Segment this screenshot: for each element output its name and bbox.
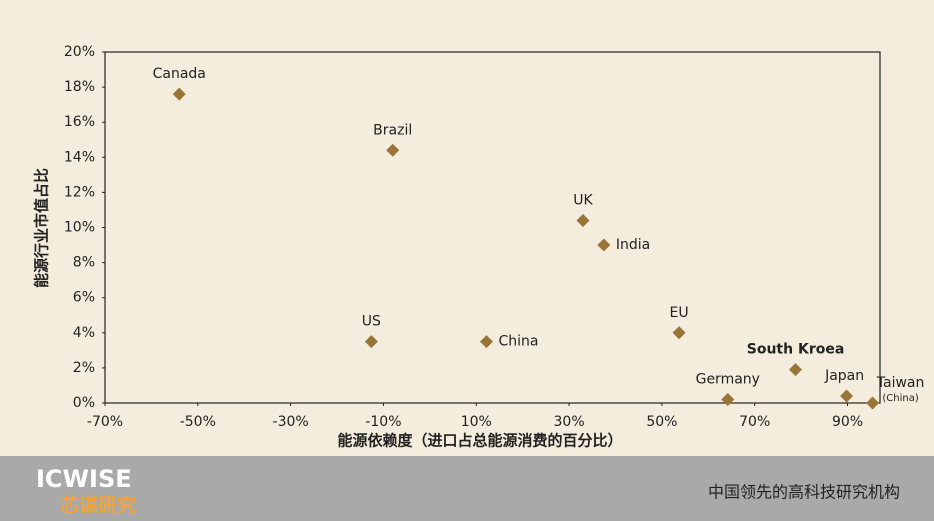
point-label: India <box>616 237 650 253</box>
point-label: China <box>498 334 538 350</box>
footer-band <box>0 456 934 521</box>
x-tick-label: -10% <box>365 414 401 430</box>
data-point <box>386 143 400 157</box>
point-label: EU <box>670 305 689 321</box>
y-tick-label: 8% <box>73 255 95 271</box>
point-label: Canada <box>153 66 206 82</box>
y-tick-label: 20% <box>64 44 95 60</box>
point-label: UK <box>573 192 593 208</box>
y-tick-label: 18% <box>64 79 95 95</box>
x-tick-label: 30% <box>554 414 585 430</box>
x-tick-label: -50% <box>180 414 216 430</box>
y-tick-label: 14% <box>64 149 95 165</box>
slogan: 中国领先的高科技研究机构 <box>708 483 900 502</box>
data-point <box>172 87 186 101</box>
y-tick-label: 16% <box>64 114 95 130</box>
y-tick-label: 4% <box>73 325 95 341</box>
data-point <box>866 396 880 410</box>
y-axis-label: 能源行业市值占比 <box>33 168 51 288</box>
point-label: South Kroea <box>747 342 845 358</box>
y-tick-label: 10% <box>64 220 95 236</box>
data-point <box>672 326 686 340</box>
data-point <box>721 392 735 406</box>
point-label: US <box>362 314 381 330</box>
data-point <box>840 389 854 403</box>
point-label: Germany <box>696 371 760 387</box>
data-point <box>597 238 611 252</box>
data-point <box>479 335 493 349</box>
x-axis-label: 能源依赖度（进口占总能源消费的百分比） <box>337 432 622 450</box>
x-tick-label: 50% <box>646 414 677 430</box>
data-point <box>789 363 803 377</box>
data-point <box>576 213 590 227</box>
point-label: Taiwan <box>876 375 925 391</box>
y-tick-label: 12% <box>64 184 95 200</box>
data-point <box>364 335 378 349</box>
x-tick-label: 90% <box>832 414 863 430</box>
point-label: Japan <box>824 368 864 384</box>
point-sublabel: (China) <box>882 393 918 404</box>
point-label: Brazil <box>373 122 412 138</box>
x-tick-label: 10% <box>461 414 492 430</box>
logo-subtext: 芯谋研究 <box>60 494 136 517</box>
x-tick-label: -70% <box>87 414 123 430</box>
y-tick-label: 6% <box>73 290 95 306</box>
y-tick-label: 0% <box>73 395 95 411</box>
logo-text: ICWISE <box>36 465 132 493</box>
y-tick-label: 2% <box>73 360 95 376</box>
x-tick-label: 70% <box>739 414 770 430</box>
x-tick-label: -30% <box>273 414 309 430</box>
